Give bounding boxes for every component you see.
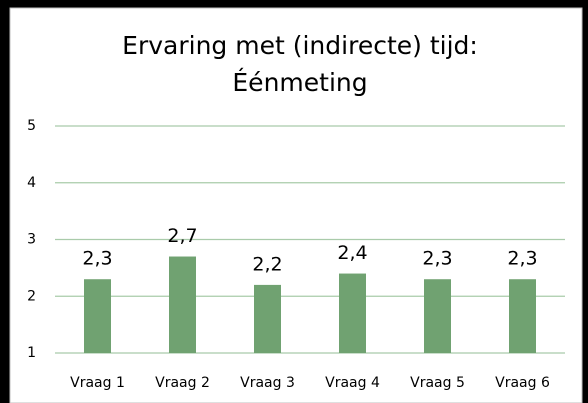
value-label: 2,2 xyxy=(252,253,282,275)
bar xyxy=(169,256,196,353)
y-tick-label: 1 xyxy=(27,345,36,361)
chart-title: Ervaring met (indirecte) tijd: xyxy=(122,31,478,60)
x-tick-label: Vraag 4 xyxy=(325,375,380,391)
bar xyxy=(509,279,536,353)
bar xyxy=(339,273,366,353)
y-tick-label: 5 xyxy=(27,118,36,134)
y-tick-label: 3 xyxy=(27,232,36,248)
x-tick-label: Vraag 6 xyxy=(495,375,550,391)
bar xyxy=(84,279,111,353)
bar xyxy=(424,279,451,353)
x-tick-label: Vraag 3 xyxy=(240,375,295,391)
y-tick-label: 2 xyxy=(27,288,36,304)
x-tick-label: Vraag 1 xyxy=(70,375,125,391)
value-label: 2,3 xyxy=(422,248,452,270)
bar xyxy=(254,284,281,353)
x-tick-label: Vraag 5 xyxy=(410,375,465,391)
value-label: 2,7 xyxy=(167,225,197,247)
chart-title: Éénmeting xyxy=(232,68,367,97)
value-label: 2,3 xyxy=(82,248,112,270)
x-tick-label: Vraag 2 xyxy=(155,375,210,391)
value-label: 2,3 xyxy=(507,248,537,270)
y-tick-label: 4 xyxy=(27,175,36,191)
value-label: 2,4 xyxy=(337,242,367,264)
